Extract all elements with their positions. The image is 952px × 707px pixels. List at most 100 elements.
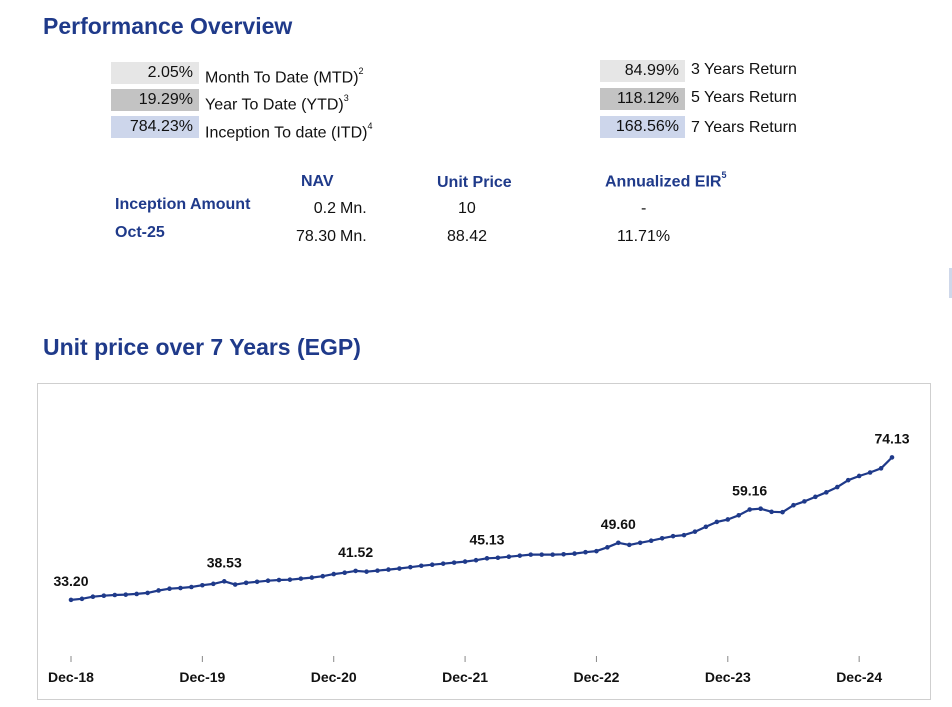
data-label: 49.60	[601, 516, 636, 532]
data-point	[517, 553, 523, 558]
eir-header: Annualized EIR5	[605, 170, 727, 191]
three-years-value: 84.99%	[600, 60, 685, 82]
three-years-label: 3 Years Return	[691, 61, 797, 78]
data-point	[747, 507, 752, 512]
data-label: 41.52	[338, 544, 373, 560]
data-point	[79, 596, 85, 602]
data-point	[845, 477, 851, 483]
data-label: 45.13	[469, 531, 504, 547]
data-label: 59.16	[732, 483, 767, 499]
data-point	[637, 540, 643, 546]
x-tick-label: Dec-22	[573, 669, 619, 685]
data-point	[276, 577, 282, 583]
inception-nav-unit: Mn.	[340, 200, 367, 217]
data-point	[342, 570, 347, 576]
page-edge-decoration	[949, 268, 952, 298]
itd-label: Inception To date (ITD)4	[205, 121, 373, 142]
data-point	[583, 549, 588, 555]
data-point	[550, 552, 555, 557]
data-point	[145, 590, 150, 596]
data-point	[418, 563, 424, 569]
data-point	[397, 566, 402, 571]
data-point	[616, 540, 621, 546]
data-point	[802, 499, 807, 504]
x-tick-label: Dec-19	[179, 669, 225, 685]
data-point	[495, 555, 501, 561]
data-point	[287, 577, 293, 582]
data-label: 74.13	[874, 430, 909, 446]
data-point	[626, 542, 632, 548]
inception-eir: -	[641, 200, 647, 217]
oct25-nav: 78.30	[295, 228, 336, 245]
ytd-value: 19.29%	[111, 89, 199, 111]
data-point	[867, 470, 873, 475]
data-point	[714, 519, 720, 525]
data-point	[824, 490, 829, 495]
data-point	[473, 557, 479, 563]
data-point	[364, 569, 369, 574]
mtd-label: Month To Date (MTD)2	[205, 66, 364, 87]
inception-nav: 0.2	[313, 200, 336, 217]
data-point	[232, 582, 238, 587]
data-point	[539, 552, 545, 557]
data-point	[791, 502, 796, 508]
itd-value: 784.23%	[111, 116, 199, 138]
data-point	[692, 529, 698, 534]
chart-area: Dec-18 Dec-19 Dec-20 Dec-21 Dec-22 Dec-23 Dec-…	[37, 383, 931, 700]
data-point	[506, 554, 512, 560]
data-point	[309, 575, 315, 580]
data-point	[68, 597, 74, 603]
data-point	[648, 538, 654, 544]
oct25-unit-price: 88.42	[447, 228, 488, 245]
data-point	[408, 564, 413, 570]
x-tick-label: Dec-24	[836, 669, 882, 685]
x-tick-label: Dec-23	[705, 669, 751, 685]
data-point	[769, 509, 774, 515]
oct25-nav-unit: Mn.	[340, 228, 367, 245]
data-point	[167, 586, 172, 592]
data-point	[834, 484, 840, 490]
data-point	[572, 551, 577, 556]
oct25-eir: 11.71%	[617, 228, 671, 245]
data-point	[758, 506, 763, 511]
data-point	[659, 535, 665, 541]
unit-price-header: Unit Price	[437, 174, 512, 191]
data-point	[725, 517, 731, 522]
data-point	[298, 576, 304, 581]
data-point	[178, 585, 183, 591]
inception-row-label: Inception Amount	[115, 196, 251, 213]
data-point	[243, 580, 249, 586]
data-point	[254, 579, 260, 585]
data-point	[605, 545, 610, 550]
data-point	[856, 473, 862, 479]
x-tick-label: Dec-21	[442, 669, 488, 685]
performance-title: Performance Overview	[43, 13, 293, 39]
data-point	[451, 560, 457, 565]
five-years-value: 118.12%	[600, 88, 685, 110]
data-point	[780, 509, 785, 515]
x-tick-label: Dec-18	[48, 669, 94, 685]
data-point	[670, 533, 676, 539]
data-point	[681, 532, 687, 538]
data-point	[889, 455, 895, 460]
data-point	[211, 581, 216, 587]
data-point	[440, 561, 446, 566]
data-point	[386, 567, 391, 572]
data-point	[101, 593, 107, 598]
seven-years-label: 7 Years Return	[691, 119, 797, 136]
data-point	[484, 556, 490, 561]
data-point	[221, 579, 227, 584]
x-tick-label: Dec-20	[311, 669, 357, 685]
data-point	[134, 591, 139, 597]
data-point	[123, 592, 129, 597]
data-point	[265, 578, 271, 584]
data-point	[353, 568, 358, 574]
data-point	[90, 594, 96, 600]
chart-title: Unit price over 7 Years (EGP)	[43, 334, 361, 360]
mtd-value: 2.05%	[111, 62, 199, 84]
oct25-row-label: Oct-25	[115, 224, 165, 241]
unit-price-series-line	[70, 456, 893, 601]
data-label: 38.53	[207, 554, 242, 570]
data-point	[813, 494, 818, 500]
unit-price-line-chart: Dec-18 Dec-19 Dec-20 Dec-21 Dec-22 Dec-23 Dec-…	[48, 430, 910, 685]
